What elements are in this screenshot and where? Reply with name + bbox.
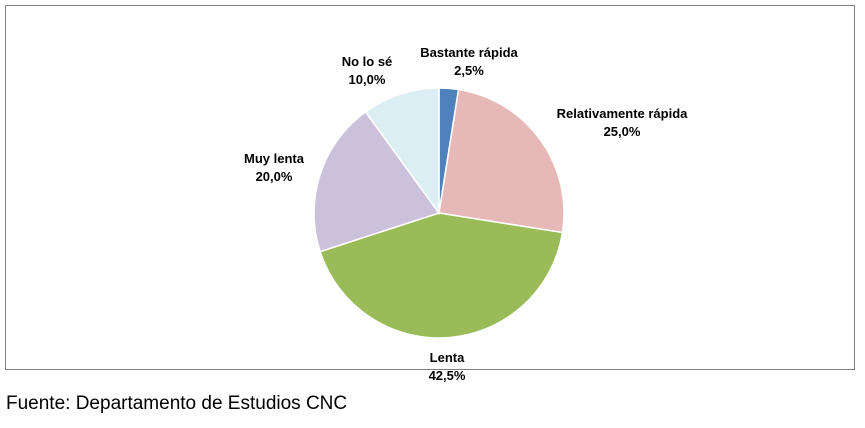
label-muy-lenta-name: Muy lenta (244, 151, 304, 166)
pie-slice-lenta (319, 212, 564, 339)
label-bastante-rapida-value: 2,5% (454, 63, 484, 78)
pie-slice-relativamente-rapida (438, 88, 565, 234)
label-bastante-rapida-name: Bastante rápida (420, 45, 518, 60)
label-no-lo-se: No lo sé 10,0% (342, 53, 393, 89)
label-lenta: Lenta 42,5% (429, 349, 466, 385)
label-relativamente-rapida-value: 25,0% (603, 124, 641, 139)
label-relativamente-rapida-name: Relativamente rápida (556, 106, 688, 121)
pie-slice-no-lo-se (364, 87, 440, 216)
source-note: Fuente: Departamento de Estudios CNC (6, 393, 348, 414)
pie-slice-muy-lenta (313, 110, 441, 253)
label-muy-lenta-value: 20,0% (255, 169, 293, 184)
label-muy-lenta: Muy lenta 20,0% (244, 150, 304, 186)
label-relativamente-rapida: Relativamente rápida 25,0% (557, 105, 688, 141)
label-lenta-name: Lenta (429, 350, 465, 365)
chart-frame: Bastante rápida 2,5% Relativamente rápid… (5, 5, 855, 383)
label-no-lo-se-value: 10,0% (348, 72, 386, 87)
label-lenta-value: 42,5% (428, 368, 466, 383)
pie-chart (313, 87, 565, 339)
label-no-lo-se-name: No lo sé (341, 54, 393, 69)
label-bastante-rapida: Bastante rápida 2,5% (420, 44, 518, 80)
